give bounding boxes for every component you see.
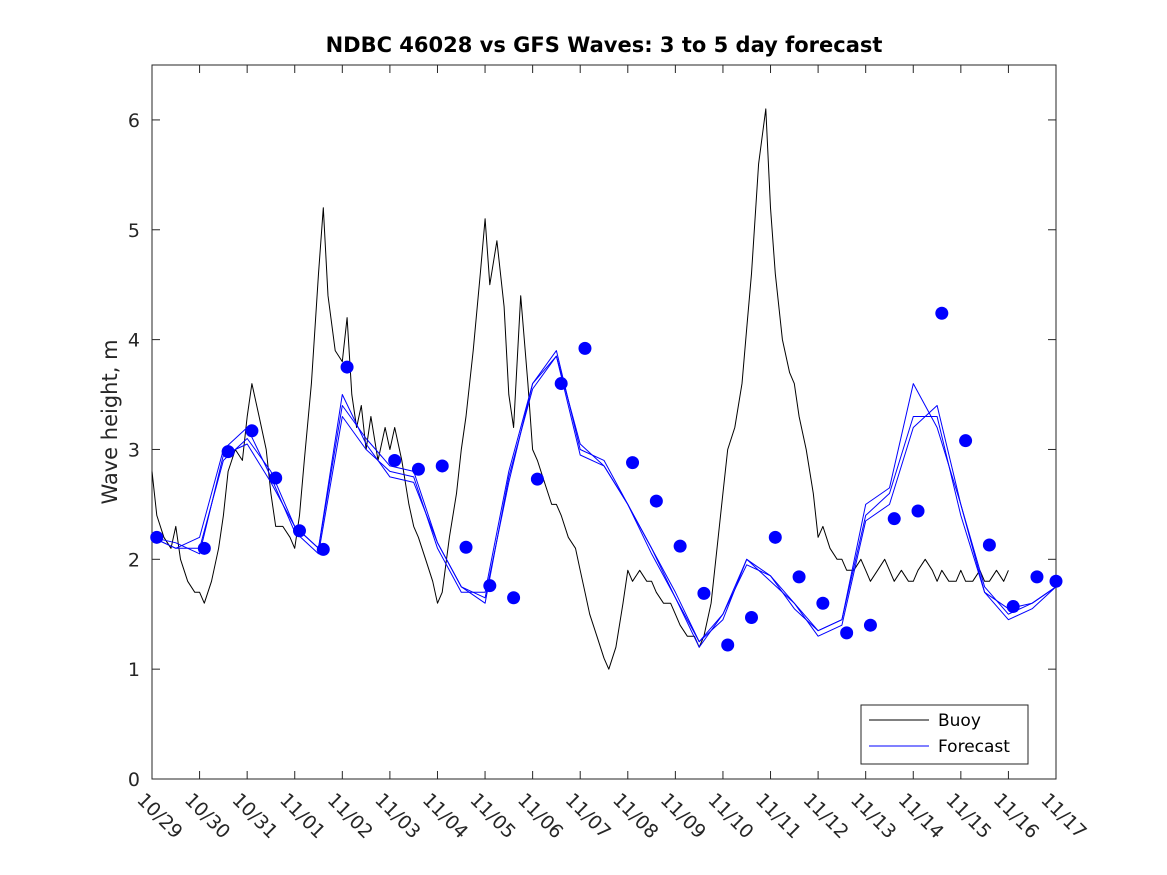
y-tick-label: 4 xyxy=(128,330,140,352)
forecast-marker xyxy=(197,541,211,555)
forecast-marker xyxy=(1049,574,1063,588)
y-axis: 0 1 2 3 4 5 6 xyxy=(128,110,1056,791)
forecast-marker xyxy=(411,462,425,476)
forecast-marker xyxy=(530,472,544,486)
forecast-marker xyxy=(721,638,735,652)
forecast-marker xyxy=(245,424,259,438)
forecast-marker xyxy=(1006,600,1020,614)
forecast-marker xyxy=(840,626,854,640)
forecast-marker xyxy=(554,377,568,391)
forecast-marker xyxy=(221,445,235,459)
forecast-marker xyxy=(388,453,402,467)
forecast-marker xyxy=(935,306,949,320)
forecast-marker xyxy=(816,596,830,610)
forecast-marker xyxy=(316,542,330,556)
legend-buoy-label: Buoy xyxy=(938,711,981,731)
legend-forecast-label: Forecast xyxy=(938,737,1010,757)
forecast-marker xyxy=(982,538,996,552)
forecast-marker xyxy=(150,530,164,544)
forecast-marker xyxy=(887,512,901,526)
forecast-marker xyxy=(292,524,306,538)
forecast-marker xyxy=(744,611,758,625)
forecast-marker xyxy=(768,530,782,544)
legend: Buoy Forecast xyxy=(860,704,1029,765)
forecast-marker xyxy=(697,586,711,600)
forecast-marker xyxy=(459,540,473,554)
forecast-marker xyxy=(626,456,640,470)
y-axis-label: Wave height, m xyxy=(98,339,122,504)
forecast-marker xyxy=(649,494,663,508)
y-tick-label: 2 xyxy=(128,549,140,571)
forecast-marker xyxy=(792,570,806,584)
forecast-marker xyxy=(959,434,973,448)
forecast-marker xyxy=(673,539,687,553)
plot-area xyxy=(151,64,1057,780)
forecast-marker xyxy=(863,618,877,632)
y-tick-label: 5 xyxy=(128,220,140,242)
y-tick-label: 6 xyxy=(128,110,140,132)
y-tick-label: 1 xyxy=(128,659,140,681)
forecast-marker xyxy=(1030,570,1044,584)
forecast-marker xyxy=(269,471,283,485)
buoy-series-line xyxy=(151,108,1009,670)
y-tick-label: 3 xyxy=(128,439,140,461)
chart-title: NDBC 46028 vs GFS Waves: 3 to 5 day fore… xyxy=(326,33,883,57)
forecast-markers xyxy=(150,306,1063,652)
legend-box xyxy=(860,704,1029,765)
forecast-marker xyxy=(578,341,592,355)
forecast-marker xyxy=(507,591,521,605)
forecast-marker xyxy=(911,504,925,518)
forecast-marker xyxy=(340,360,354,374)
forecast-marker xyxy=(483,579,497,593)
forecast-marker xyxy=(435,459,449,473)
y-tick-label: 0 xyxy=(128,769,140,791)
